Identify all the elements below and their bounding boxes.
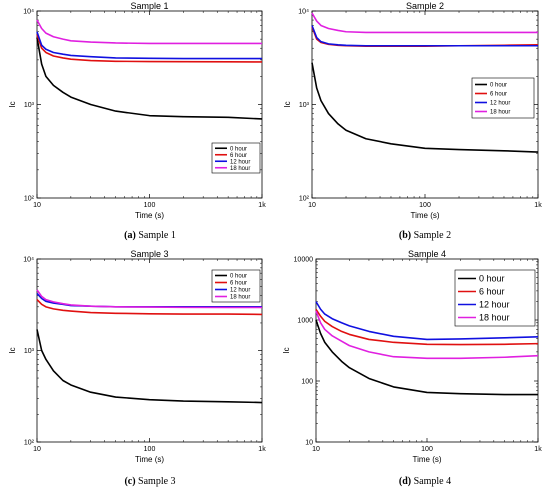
- legend-entry: 6 hour: [230, 153, 247, 159]
- legend-entry: 12 hour: [479, 300, 510, 310]
- x-tick-label: 100: [144, 202, 156, 209]
- caption-letter: (c): [124, 476, 135, 487]
- series-line-0-hour: [36, 37, 263, 120]
- caption-text: Sample 3: [136, 476, 176, 487]
- y-axis-label: Ic: [8, 347, 17, 353]
- y-tick-label: 10²: [24, 440, 35, 447]
- x-tick-label: 1k: [258, 202, 266, 209]
- y-tick-label: 10⁴: [23, 257, 34, 264]
- y-tick-label: 10⁴: [298, 9, 309, 16]
- subfigure-caption: (a) Sample 1: [124, 230, 176, 241]
- caption-letter: (d): [399, 476, 411, 487]
- series-line-18-hour: [315, 310, 539, 360]
- legend-entry: 0 hour: [230, 146, 247, 152]
- y-tick-label: 10³: [24, 102, 35, 109]
- caption-letter: (a): [124, 230, 136, 241]
- x-tick-label: 1k: [534, 446, 542, 453]
- chart-title: Sample 3: [130, 249, 168, 259]
- y-axis-label: Ic: [283, 101, 292, 107]
- caption-letter: (b): [399, 230, 411, 241]
- x-tick-label: 10: [308, 202, 316, 209]
- series-line-18-hour: [311, 12, 538, 34]
- subfigure-caption: (d) Sample 4: [399, 476, 451, 487]
- legend: 0 hour 6 hour 12 hour 18 hour: [471, 77, 535, 119]
- x-tick-label: 1k: [534, 202, 542, 209]
- x-axis-label: Time (s): [412, 455, 441, 464]
- x-axis-label: Time (s): [410, 211, 439, 220]
- y-tick-label: 10²: [299, 196, 310, 203]
- series-line-6-hour: [311, 26, 539, 48]
- y-tick-label: 10⁴: [23, 9, 34, 16]
- subfigure-caption: (c) Sample 3: [124, 476, 175, 487]
- x-axis-label: Time (s): [135, 211, 164, 220]
- legend-entry: 12 hour: [490, 101, 510, 107]
- y-tick-label: 100: [301, 379, 313, 386]
- chart-title: Sample 4: [408, 249, 446, 259]
- y-tick-label: 1000: [297, 318, 313, 325]
- x-tick-label: 10: [33, 446, 41, 453]
- series-line-6-hour: [36, 299, 263, 316]
- y-tick-label: 10³: [299, 102, 310, 109]
- legend-entry: 6 hour: [490, 92, 507, 98]
- x-axis-label: Time (s): [135, 455, 164, 464]
- series-line-12-hour: [311, 25, 538, 47]
- x-tick-label: 100: [421, 446, 433, 453]
- legend-entry: 0 hour: [479, 274, 505, 284]
- caption-text: Sample 2: [411, 230, 451, 241]
- x-tick-label: 100: [144, 446, 156, 453]
- chart-title: Sample 2: [406, 1, 444, 11]
- legend-entry: 18 hour: [230, 166, 250, 172]
- x-tick-label: 10: [33, 202, 41, 209]
- chart-panel-2: Sample 2 10 100 1k 10² 10³ 10⁴ Time (s) Ic 0 hour…: [283, 1, 542, 220]
- legend-entry: 18 hour: [230, 295, 250, 301]
- series-line-6-hour: [36, 34, 263, 63]
- y-axis-label: Ic: [282, 347, 291, 353]
- series-line-0-hour: [315, 319, 538, 396]
- subfigure-caption: (b) Sample 2: [399, 230, 451, 241]
- series-line-18-hour: [36, 289, 262, 309]
- legend-entry: 18 hour: [479, 313, 510, 323]
- chart-title: Sample 1: [130, 1, 168, 11]
- legend-entry: 0 hour: [490, 83, 507, 89]
- y-tick-label: 10000: [294, 257, 314, 264]
- x-tick-label: 10: [312, 446, 320, 453]
- series-line-0-hour: [311, 62, 539, 153]
- legend-entry: 18 hour: [490, 110, 510, 116]
- series-line-12-hour: [36, 31, 262, 60]
- legend-box: [454, 269, 536, 327]
- legend-entry: 6 hour: [479, 287, 505, 297]
- legend: 0 hour 6 hour 12 hour 18 hour: [454, 269, 536, 327]
- legend-entry: 12 hour: [230, 288, 250, 294]
- series-line-12-hour: [315, 301, 539, 341]
- chart-panel-4: Sample 4 10 100 1k 10 100 1000 10000 Time (s) Ic 0…: [282, 249, 542, 464]
- chart-panel-3: Sample 3 10 100 1k 10² 10³ 10⁴ Time (s) Ic 0 hour…: [8, 249, 266, 464]
- caption-text: Sample 4: [411, 476, 451, 487]
- y-tick-label: 10³: [24, 348, 35, 355]
- chart-panel-1: Sample 1 10 100 1k 10² 10³ 10⁴ Time (s) Ic 0 hour…: [8, 1, 266, 220]
- caption-text: Sample 1: [136, 230, 176, 241]
- x-tick-label: 1k: [258, 446, 266, 453]
- series-line-18-hour: [36, 19, 262, 45]
- legend-entry: 0 hour: [230, 274, 247, 280]
- y-tick-label: 10: [305, 440, 313, 447]
- y-axis-label: Ic: [8, 101, 17, 107]
- y-tick-label: 10²: [24, 196, 35, 203]
- x-tick-label: 100: [419, 202, 431, 209]
- legend-entry: 6 hour: [230, 281, 247, 287]
- legend-entry: 12 hour: [230, 159, 250, 165]
- series-line-0-hour: [36, 329, 263, 404]
- series-line-6-hour: [315, 308, 539, 346]
